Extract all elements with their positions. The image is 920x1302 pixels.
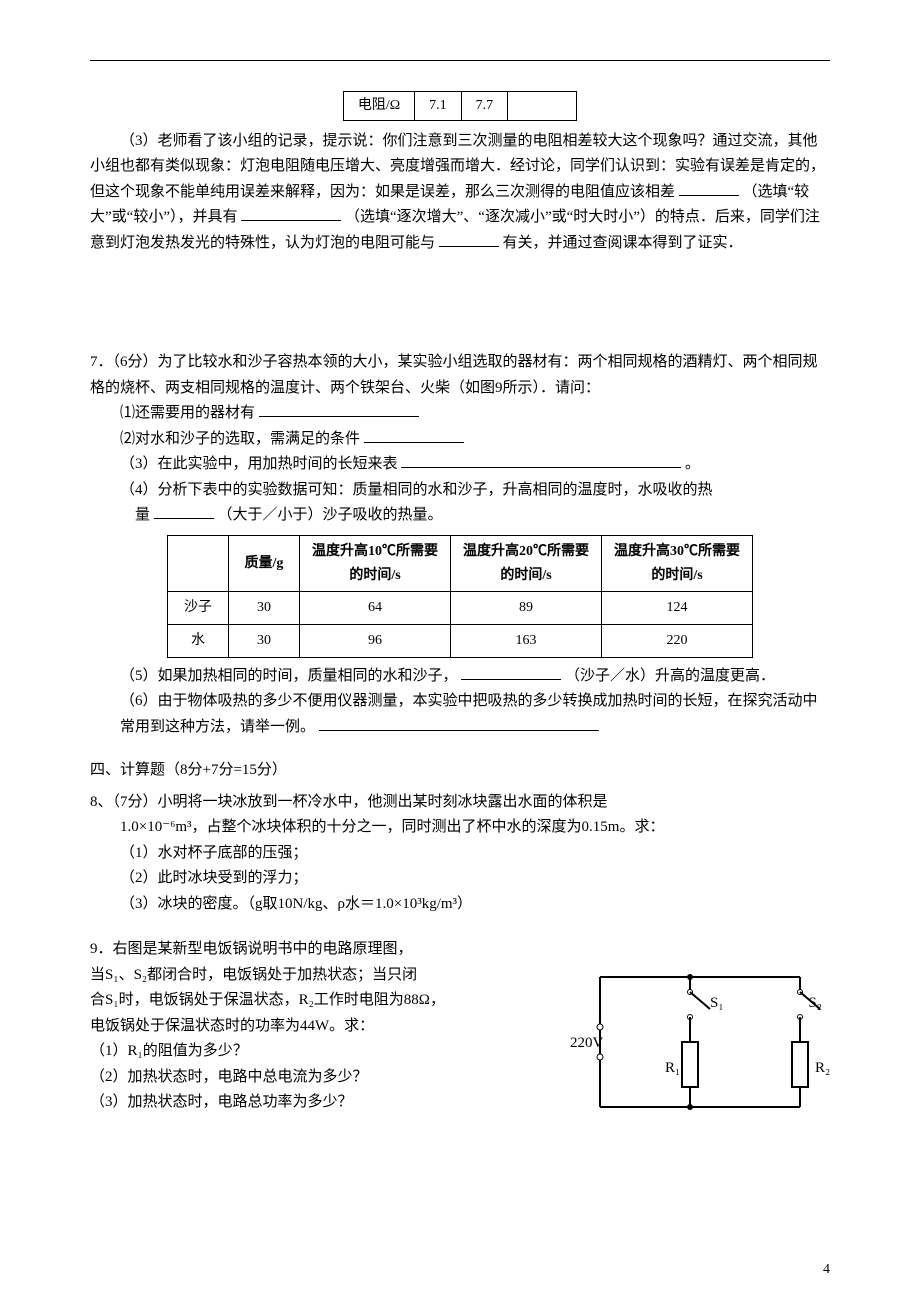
r1-label: 沙子 bbox=[168, 592, 229, 625]
q7-3-end: 。 bbox=[685, 456, 700, 472]
res-c1: 7.1 bbox=[415, 92, 462, 121]
q8-stem: 8、（7分）小明将一块冰放到一杯冷水中，他测出某时刻冰块露出水面的体积是 bbox=[90, 790, 830, 816]
q7-3-text: （3）在此实验中，用加热时间的长短来表 bbox=[120, 456, 398, 472]
lbl-220v: 220V bbox=[570, 1035, 604, 1051]
q9-l1: 9．右图是某新型电饭锅说明书中的电路原理图， bbox=[90, 937, 550, 963]
p3-choice3: 有关，并通过查阅课本得到了证实． bbox=[503, 235, 743, 251]
r2-mass: 30 bbox=[229, 625, 300, 658]
q7-3: （3）在此实验中，用加热时间的长短来表 。 bbox=[90, 452, 830, 478]
lbl-s1: S₁ bbox=[710, 995, 724, 1011]
res-label: 电阻/Ω bbox=[343, 92, 414, 121]
q9-l2: 当S₁、S₂都闭合时，电饭锅处于加热状态；当只闭 bbox=[90, 963, 550, 989]
q8-1: （1）水对杯子底部的压强； bbox=[90, 841, 830, 867]
q7-5: （5）如果加热相同的时间，质量相同的水和沙子， （沙子／水）升高的温度更高． bbox=[90, 664, 830, 690]
q9-l3: 合S₁时，电饭锅处于保温状态，R₂工作时电阻为88Ω， bbox=[90, 988, 550, 1014]
q7-1: ⑴还需要用的器材有 bbox=[90, 401, 830, 427]
r2-label: 水 bbox=[168, 625, 229, 658]
th-blank bbox=[168, 535, 229, 592]
q7-4b-wrap: 量 （大于／小于）沙子吸收的热量。 bbox=[90, 503, 830, 529]
q7-4c: （大于／小于）沙子吸收的热量。 bbox=[218, 507, 443, 523]
q9-q3: （3）加热状态时，电路总功率为多少？ bbox=[90, 1090, 550, 1116]
r2-t30: 220 bbox=[602, 625, 753, 658]
r2-t10: 96 bbox=[300, 625, 451, 658]
th-t20: 温度升高20℃所需要的时间/s bbox=[451, 535, 602, 592]
res-c3 bbox=[508, 92, 577, 121]
blank-q7-3[interactable] bbox=[401, 452, 681, 468]
paragraph-3: （3）老师看了该小组的记录，提示说：你们注意到三次测量的电阻相差较大这个现象吗？… bbox=[90, 129, 830, 257]
r1-mass: 30 bbox=[229, 592, 300, 625]
top-rule bbox=[90, 60, 830, 61]
blank-1[interactable] bbox=[679, 180, 739, 196]
q7-1-text: ⑴还需要用的器材有 bbox=[120, 405, 255, 421]
page-number: 4 bbox=[823, 1258, 830, 1282]
q7-2: ⑵对水和沙子的选取，需满足的条件 bbox=[90, 427, 830, 453]
lbl-r1: R₁ bbox=[665, 1060, 680, 1076]
q7-stem: 7．（6分）为了比较水和沙子容热本领的大小，某实验小组选取的器材有：两个相同规格… bbox=[90, 350, 830, 401]
r1-t20: 89 bbox=[451, 592, 602, 625]
q7-2-text: ⑵对水和沙子的选取，需满足的条件 bbox=[120, 431, 360, 447]
blank-3[interactable] bbox=[439, 231, 499, 247]
th-t10: 温度升高10℃所需要的时间/s bbox=[300, 535, 451, 592]
blank-q7-6[interactable] bbox=[319, 715, 599, 731]
blank-q7-4[interactable] bbox=[154, 503, 214, 519]
th-t30: 温度升高30℃所需要的时间/s bbox=[602, 535, 753, 592]
th-mass: 质量/g bbox=[229, 535, 300, 592]
res-c2: 7.7 bbox=[461, 92, 508, 121]
r1-t30: 124 bbox=[602, 592, 753, 625]
r1-t10: 64 bbox=[300, 592, 451, 625]
q9-q2: （2）加热状态时，电路中总电流为多少？ bbox=[90, 1065, 550, 1091]
section-4-title: 四、计算题（8分+7分=15分） bbox=[90, 758, 830, 784]
r2-t20: 163 bbox=[451, 625, 602, 658]
q7-5a: （5）如果加热相同的时间，质量相同的水和沙子， bbox=[120, 668, 458, 684]
q7-4a: （4）分析下表中的实验数据可知：质量相同的水和沙子，升高相同的温度时，水吸收的热 bbox=[90, 478, 830, 504]
heat-data-table: 质量/g 温度升高10℃所需要的时间/s 温度升高20℃所需要的时间/s 温度升… bbox=[167, 535, 753, 658]
blank-q7-1[interactable] bbox=[259, 401, 419, 417]
circuit-diagram: 220V S₁ S₂ R₁ R₂ bbox=[570, 937, 830, 1137]
q8-line2: 1.0×10⁻⁶m³，占整个冰块体积的十分之一，同时测出了杯中水的深度为0.15… bbox=[90, 815, 830, 841]
lbl-s2: S₂ bbox=[808, 995, 822, 1011]
q9-l4: 电饭锅处于保温状态时的功率为44W。求： bbox=[90, 1014, 550, 1040]
blank-q7-5[interactable] bbox=[461, 664, 561, 680]
q7-6: （6）由于物体吸热的多少不便用仪器测量，本实验中把吸热的多少转换成加热时间的长短… bbox=[90, 689, 830, 740]
blank-2[interactable] bbox=[241, 205, 341, 221]
q8-3: （3）冰块的密度。（g取10N/kg、ρ水＝1.0×10³kg/m³） bbox=[90, 892, 830, 918]
q7-5b: （沙子／水）升高的温度更高． bbox=[565, 668, 775, 684]
q7-4b: 量 bbox=[135, 507, 150, 523]
blank-q7-2[interactable] bbox=[364, 427, 464, 443]
q8-2: （2）此时冰块受到的浮力； bbox=[90, 866, 830, 892]
resistance-table: 电阻/Ω 7.1 7.7 bbox=[343, 91, 577, 121]
lbl-r2: R₂ bbox=[815, 1060, 830, 1076]
q9-q1: （1）R₁的阻值为多少？ bbox=[90, 1039, 550, 1065]
